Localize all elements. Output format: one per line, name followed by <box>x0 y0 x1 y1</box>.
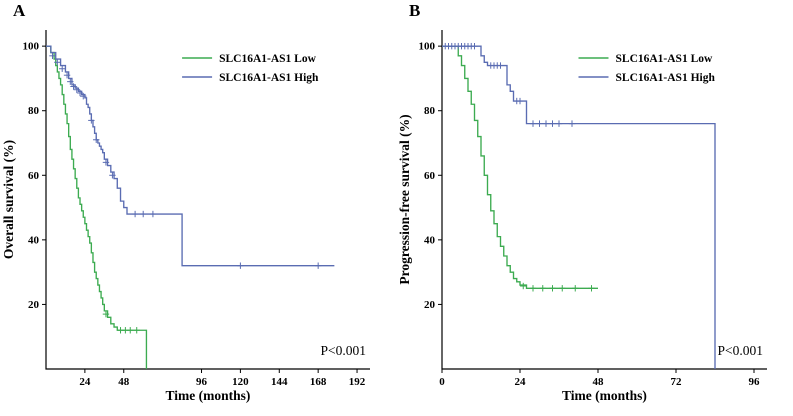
x-tick-label: 0 <box>439 376 445 388</box>
overall-survival-chart: 24 48 96 120 144 168 192 20 40 60 80 100 Time (month… <box>1 30 370 403</box>
legend-label: SLC16A1-AS1 High <box>616 72 716 84</box>
x-axis-title: Time (months) <box>166 388 251 403</box>
legend-label: SLC16A1-AS1 Low <box>616 53 714 65</box>
panel-a: A 24 48 96 120 144 168 192 20 40 60 80 100 Time (mon… <box>0 0 396 411</box>
x-tick-label: 192 <box>349 376 366 388</box>
y-tick-label: 100 <box>23 41 40 53</box>
p-value: P<0.001 <box>718 343 764 358</box>
km-curve <box>46 45 148 369</box>
x-tick-label: 24 <box>515 376 527 388</box>
panel-b-letter: B <box>409 1 421 20</box>
x-tick-label: 48 <box>593 376 605 388</box>
y-tick-label: 60 <box>28 170 40 182</box>
y-tick-label: 20 <box>28 299 40 311</box>
axes <box>45 30 370 370</box>
x-tick-label: 24 <box>79 376 91 388</box>
x-tick-label: 120 <box>232 376 249 388</box>
panel-b: B 0 24 48 72 96 20 40 60 80 100 Time (months) Progr… <box>396 0 793 411</box>
x-tick-label: 48 <box>118 376 130 388</box>
km-curve <box>442 45 716 369</box>
x-tick-label: 144 <box>271 376 288 388</box>
y-tick-label: 40 <box>424 234 436 246</box>
panel-a-letter: A <box>13 1 26 20</box>
y-tick-label: 40 <box>28 234 40 246</box>
y-tick-label: 60 <box>424 170 436 182</box>
y-axis-title: Overall survival (%) <box>1 140 16 259</box>
km-curve <box>46 45 335 267</box>
y-tick-label: 100 <box>419 41 436 53</box>
legend-label: SLC16A1-AS1 High <box>219 72 319 84</box>
x-axis-title: Time (months) <box>562 388 647 403</box>
x-tick-label: 96 <box>749 376 761 388</box>
x-tick-label: 72 <box>671 376 683 388</box>
x-tick-label: 96 <box>196 376 208 388</box>
y-tick-label: 80 <box>28 105 40 117</box>
p-value: P<0.001 <box>321 343 367 358</box>
y-axis-title: Progression-free survival (%) <box>397 114 412 284</box>
km-curve <box>442 45 598 289</box>
legend-label: SLC16A1-AS1 Low <box>219 53 317 65</box>
progression-free-survival-chart: 0 24 48 72 96 20 40 60 80 100 Time (months) Progres… <box>397 30 767 403</box>
y-tick-label: 20 <box>424 299 436 311</box>
y-tick-label: 80 <box>424 105 436 117</box>
x-tick-label: 168 <box>310 376 327 388</box>
